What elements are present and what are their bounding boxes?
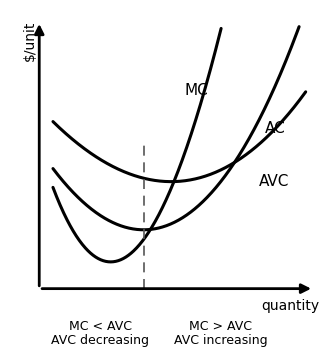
Text: AVC decreasing: AVC decreasing [51,334,149,347]
Text: MC > AVC: MC > AVC [189,320,252,333]
Text: quantity: quantity [261,299,319,313]
Text: MC < AVC: MC < AVC [69,320,132,333]
Text: AVC increasing: AVC increasing [174,334,267,347]
Text: MC: MC [185,83,209,98]
Text: AC: AC [265,121,285,136]
Text: AVC: AVC [259,174,289,189]
Text: $/unit: $/unit [23,21,37,62]
